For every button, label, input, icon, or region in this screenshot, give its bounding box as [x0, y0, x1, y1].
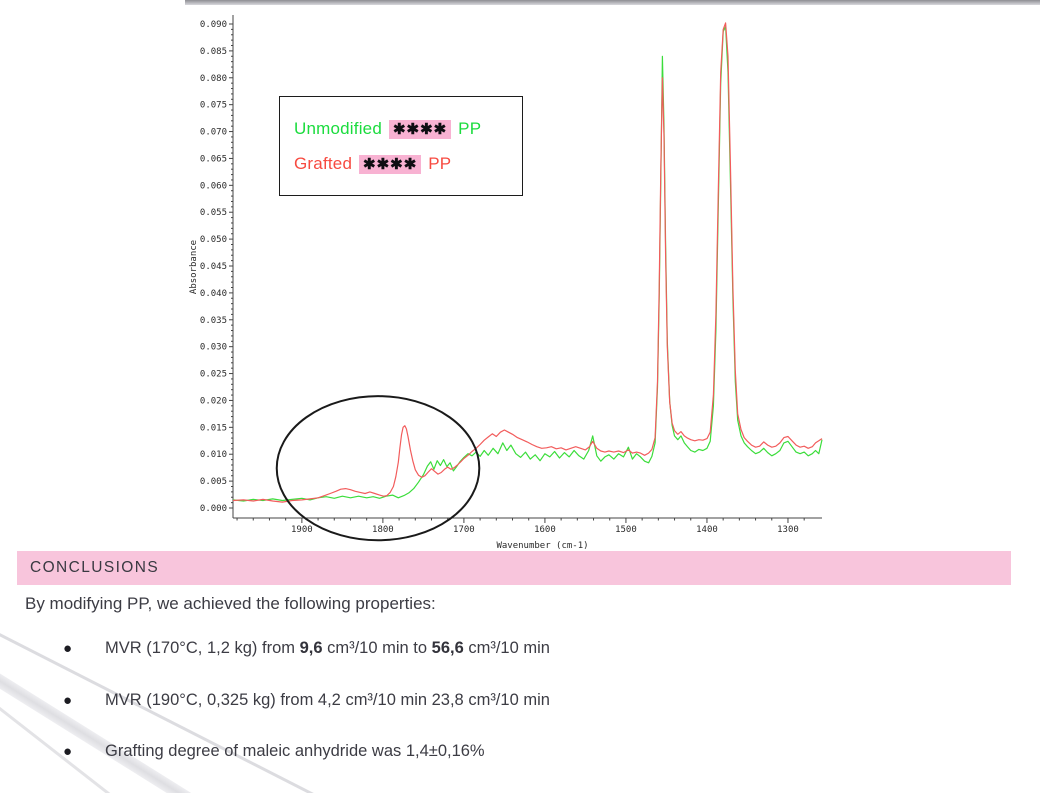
y-tick-label: 0.045	[200, 262, 227, 272]
y-tick-label: 0.035	[200, 316, 227, 326]
y-tick-label: 0.090	[200, 20, 227, 30]
legend-item-grafted: Grafted ✱✱✱✱ PP	[294, 154, 522, 174]
conclusion-bullet: ● MVR (170°C, 1,2 kg) from 9,6 cm³/10 min…	[63, 639, 550, 659]
x-tick-label: 1400	[696, 525, 718, 535]
x-tick-label: 1900	[291, 525, 313, 535]
series-grafted-pp	[232, 22, 823, 503]
redacted-text: ✱✱✱✱	[388, 119, 452, 139]
y-tick-label: 0.030	[200, 343, 227, 353]
conclusion-bullet: ● MVR (190°C, 0,325 kg) from 4,2 cm³/10 m…	[63, 691, 550, 711]
bullet-icon: ●	[63, 743, 73, 760]
conclusions-header-band: CONCLUSIONS	[17, 551, 1011, 585]
bullet-text: MVR (170°C, 1,2 kg) from 9,6 cm³/10 min …	[105, 639, 550, 657]
legend-item-unmodified: Unmodified ✱✱✱✱ PP	[294, 119, 522, 139]
y-tick-label: 0.010	[200, 450, 227, 460]
y-axis-title: Absorbance	[189, 240, 199, 294]
x-axis-title: Wavenumber (cm-1)	[496, 541, 588, 551]
y-tick-label: 0.050	[200, 235, 227, 245]
redacted-text: ✱✱✱✱	[359, 154, 422, 174]
y-tick-label: 0.070	[200, 128, 227, 138]
y-tick-label: 0.025	[200, 370, 227, 380]
top-divider	[185, 0, 1040, 5]
x-tick-label: 1600	[534, 525, 556, 535]
y-tick-label: 0.020	[200, 396, 227, 406]
chart-legend: Unmodified ✱✱✱✱ PP Grafted ✱✱✱✱ PP	[279, 96, 523, 196]
legend-label: Unmodified	[294, 118, 382, 138]
y-tick-label: 0.040	[200, 289, 227, 299]
annotation-ellipse	[275, 395, 481, 542]
y-tick-label: 0.055	[200, 208, 227, 218]
bullet-text: Grafting degree of maleic anhydride was …	[105, 742, 485, 760]
bullet-icon: ●	[63, 691, 73, 709]
y-tick-label: 0.085	[200, 47, 227, 57]
x-tick-label: 1500	[615, 525, 637, 535]
legend-label: PP	[428, 153, 452, 173]
x-tick-label: 1800	[372, 525, 394, 535]
y-tick-label: 0.075	[200, 101, 227, 111]
legend-label: Grafted	[294, 153, 353, 173]
conclusion-bullet: ● Grafting degree of maleic anhydride was…	[63, 742, 550, 762]
y-tick-label: 0.080	[200, 74, 227, 84]
bullet-text: MVR (190°C, 0,325 kg) from 4,2 cm³/10 mi…	[105, 690, 550, 709]
conclusions-intro: By modifying PP, we achieved the followi…	[25, 594, 436, 613]
bullet-icon: ●	[63, 640, 73, 657]
x-tick-label: 1700	[453, 525, 475, 535]
y-tick-label: 0.065	[200, 154, 227, 164]
y-tick-label: 0.000	[200, 504, 227, 514]
legend-label: PP	[458, 118, 482, 138]
ftir-spectrum-chart: 0.000 0.005 0.010 0.015 0.020 0.025 0.030 0.035…	[185, 5, 850, 555]
y-tick-label: 0.060	[200, 181, 227, 191]
y-tick-label: 0.005	[200, 477, 227, 487]
conclusions-bullet-list: ● MVR (170°C, 1,2 kg) from 9,6 cm³/10 min…	[63, 639, 550, 762]
x-tick-label: 1300	[777, 525, 799, 535]
spectrum-plot: 0.000 0.005 0.010 0.015 0.020 0.025 0.030 0.035…	[189, 15, 823, 551]
conclusions-heading: CONCLUSIONS	[30, 559, 160, 576]
y-tick-label: 0.015	[200, 423, 227, 433]
